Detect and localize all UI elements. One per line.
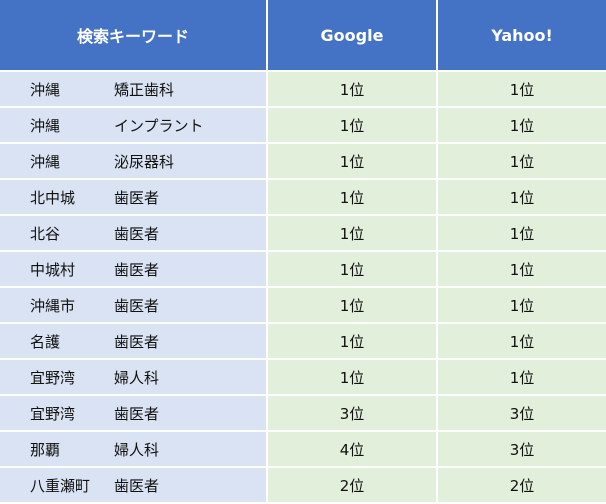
keyword-cell: 中城村 歯医者 [0, 251, 268, 288]
keyword-cell: 沖縄 矯正歯科 [0, 71, 268, 108]
table-row: 那覇 婦人科 4位 3位 [0, 431, 606, 468]
keyword-cell: 沖縄 泌尿器科 [0, 143, 268, 180]
keyword-area: 那覇 [30, 440, 61, 459]
yahoo-rank: 3位 [437, 395, 606, 432]
google-rank: 1位 [267, 71, 438, 108]
keyword-term: インプラント [114, 116, 204, 135]
keyword-cell: 那覇 婦人科 [0, 431, 268, 468]
yahoo-rank: 1位 [437, 107, 606, 144]
table-row: 沖縄 インプラント 1位 1位 [0, 107, 606, 144]
keyword-area: 八重瀬町 [30, 476, 91, 495]
yahoo-rank: 1位 [437, 143, 606, 180]
keyword-cell: 宜野湾 歯医者 [0, 395, 268, 432]
google-rank: 1位 [267, 215, 438, 252]
keyword-area: 沖縄 [30, 80, 61, 99]
table-row: 名護 歯医者 1位 1位 [0, 323, 606, 360]
keyword-term: 歯医者 [114, 332, 160, 351]
header-keyword: 検索キーワード [0, 0, 268, 72]
keyword-term: 歯医者 [114, 476, 160, 495]
google-rank: 1位 [267, 287, 438, 324]
keyword-area: 宜野湾 [30, 404, 76, 423]
keyword-cell: 北中城 歯医者 [0, 179, 268, 216]
keyword-cell: 沖縄市 歯医者 [0, 287, 268, 324]
yahoo-rank: 3位 [437, 431, 606, 468]
keyword-term: 歯医者 [114, 404, 160, 423]
header-yahoo: Yahoo! [437, 0, 606, 72]
google-rank: 4位 [267, 431, 438, 468]
yahoo-rank: 1位 [437, 71, 606, 108]
keyword-term: 婦人科 [114, 368, 160, 387]
keyword-term: 泌尿器科 [114, 152, 175, 171]
keyword-cell: 北谷 歯医者 [0, 215, 268, 252]
keyword-term: 矯正歯科 [114, 80, 175, 99]
keyword-term: 歯医者 [114, 296, 160, 315]
yahoo-rank: 2位 [437, 467, 606, 504]
table-row: 八重瀬町 歯医者 2位 2位 [0, 467, 606, 504]
keyword-area: 沖縄市 [30, 296, 76, 315]
google-rank: 3位 [267, 395, 438, 432]
yahoo-rank: 1位 [437, 251, 606, 288]
keyword-term: 歯医者 [114, 188, 160, 207]
table-row: 沖縄市 歯医者 1位 1位 [0, 287, 606, 324]
keyword-area: 北中城 [30, 188, 76, 207]
header-google: Google [267, 0, 438, 72]
table-row: 沖縄 矯正歯科 1位 1位 [0, 71, 606, 108]
keyword-term: 歯医者 [114, 224, 160, 243]
google-rank: 1位 [267, 323, 438, 360]
keyword-area: 宜野湾 [30, 368, 76, 387]
keyword-area: 名護 [30, 332, 61, 351]
yahoo-rank: 1位 [437, 179, 606, 216]
keyword-cell: 名護 歯医者 [0, 323, 268, 360]
header-row: 検索キーワード Google Yahoo! [0, 0, 606, 72]
yahoo-rank: 1位 [437, 287, 606, 324]
yahoo-rank: 1位 [437, 359, 606, 396]
keyword-cell: 沖縄 インプラント [0, 107, 268, 144]
google-rank: 2位 [267, 467, 438, 504]
keyword-cell: 宜野湾 婦人科 [0, 359, 268, 396]
table-row: 宜野湾 歯医者 3位 3位 [0, 395, 606, 432]
keyword-area: 中城村 [30, 260, 76, 279]
keyword-cell: 八重瀬町 歯医者 [0, 467, 268, 504]
keyword-area: 沖縄 [30, 116, 61, 135]
google-rank: 1位 [267, 143, 438, 180]
google-rank: 1位 [267, 107, 438, 144]
yahoo-rank: 1位 [437, 215, 606, 252]
keyword-area: 沖縄 [30, 152, 61, 171]
table-row: 中城村 歯医者 1位 1位 [0, 251, 606, 288]
table-row: 北中城 歯医者 1位 1位 [0, 179, 606, 216]
google-rank: 1位 [267, 359, 438, 396]
yahoo-rank: 1位 [437, 323, 606, 360]
table-row: 沖縄 泌尿器科 1位 1位 [0, 143, 606, 180]
google-rank: 1位 [267, 179, 438, 216]
google-rank: 1位 [267, 251, 438, 288]
keyword-area: 北谷 [30, 224, 61, 243]
keyword-term: 歯医者 [114, 260, 160, 279]
table-row: 北谷 歯医者 1位 1位 [0, 215, 606, 252]
keyword-term: 婦人科 [114, 440, 160, 459]
table-row: 宜野湾 婦人科 1位 1位 [0, 359, 606, 396]
